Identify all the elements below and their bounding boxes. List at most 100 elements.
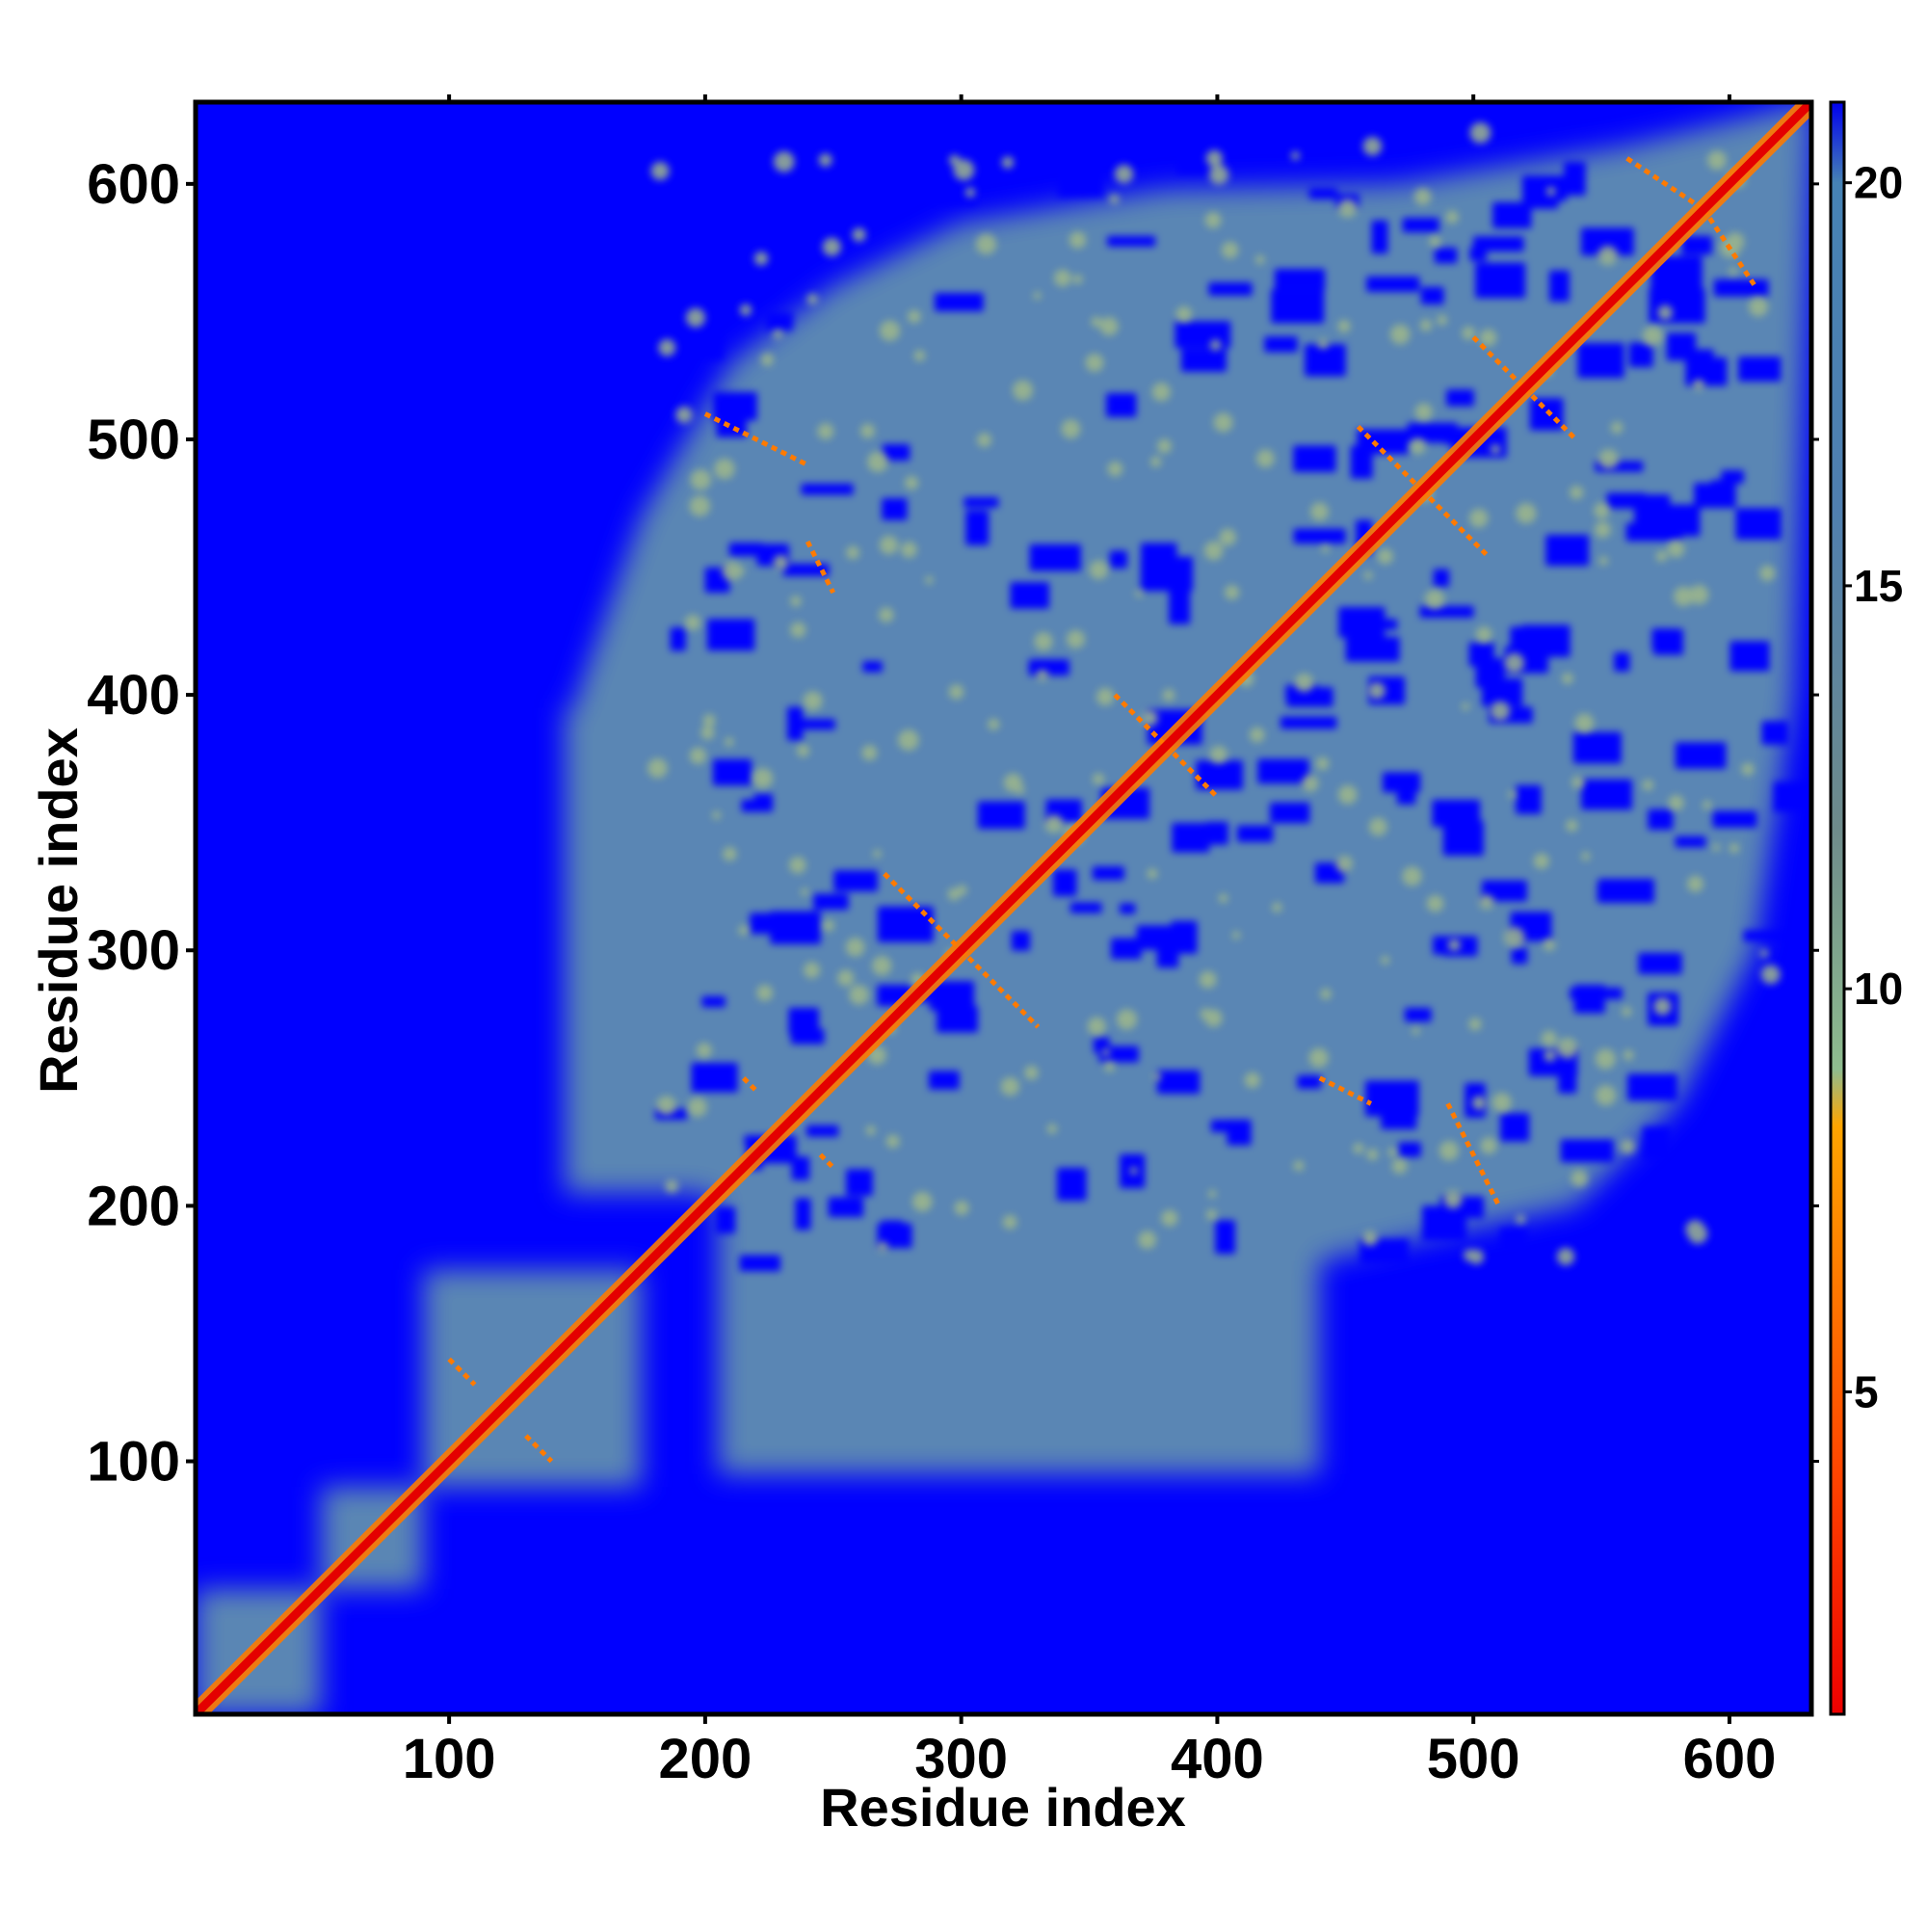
x-tick-label: 100 [403,1728,496,1790]
contact-hole [846,1169,873,1197]
colorbar: 5 10 15 20 [1811,100,1903,1716]
near-contact-patch [822,919,835,932]
contact-hole [1521,624,1571,657]
near-contact-patch [1546,186,1556,197]
near-contact-patch [1544,1049,1556,1062]
near-contact-patch [1034,632,1053,651]
near-contact-patch [684,614,701,631]
contact-hole [1156,946,1179,968]
near-contact-patch [1389,324,1411,345]
contact-hole [1057,163,1104,198]
near-contact-patch [1712,843,1721,852]
near-contact-patch [1066,629,1086,649]
near-contact-patch [773,150,795,172]
near-contact-patch [689,747,707,765]
contact-hole [728,543,763,557]
contact-hole [750,913,791,935]
near-contact-patch [1581,851,1591,861]
contact-hole [1710,479,1733,500]
near-contact-patch [790,622,806,638]
contact-arc [1318,1075,1372,1106]
contact-hole [739,1255,780,1272]
y-tick-label: 100 [87,1431,180,1494]
near-contact-patch [1135,589,1144,597]
near-contact-patches [647,121,1781,1266]
near-contact-patch [1085,353,1104,372]
contact-hole [1382,772,1421,793]
contact-hole [1747,1084,1784,1111]
near-contact-patch [1516,1214,1526,1225]
contact-hole [1107,235,1156,247]
near-contact-patch [904,475,919,490]
contact-hole [1595,461,1644,472]
near-contact-patch [1072,274,1083,284]
contact-hole [787,706,804,741]
near-contact-patch [790,595,802,607]
contact-hole [1570,988,1623,1000]
near-contact-patch [1668,794,1684,811]
near-contact-patch [732,565,745,577]
contact-hole [1180,348,1227,372]
contact-hole [670,627,686,651]
near-contact-patch [1219,528,1237,546]
near-contact-patch [1468,508,1489,528]
near-contact-patch [1207,1189,1217,1199]
near-contact-patch [689,495,711,516]
near-contact-patch [1503,926,1525,948]
contact-arc [1702,207,1757,288]
near-contact-patch [1610,421,1623,435]
near-contact-patch [1209,746,1228,764]
contact-hole [882,498,908,520]
near-contact-patch [1044,814,1064,834]
near-contact-patch [1429,235,1441,248]
near-contact-patch [1093,773,1105,785]
contact-hole [1237,825,1274,842]
contact-hole [1069,902,1102,913]
near-contact-patch [1653,997,1672,1016]
contact-hole [1773,1025,1811,1047]
contact-hole [813,893,849,911]
near-contact-patch [1116,1009,1138,1030]
contact-hole [1365,1080,1419,1117]
near-contact-patch [872,955,892,976]
contact-hole [1169,590,1191,624]
contact-hole [1172,823,1210,853]
contact-hole [1350,445,1373,479]
near-contact-patch [1443,1190,1463,1209]
near-contact-patch [849,985,869,1005]
near-contact-patch [1161,1209,1178,1227]
near-contact-patch [1598,556,1609,566]
contact-hole [1516,784,1542,814]
near-contact-patch [1741,762,1755,776]
contact-hole [1175,321,1231,349]
near-contact-patch [1657,304,1674,321]
contact-hole [1577,342,1624,379]
near-contact-patch [803,691,823,711]
contact-hole [1473,236,1524,251]
near-contact-patch [1491,1093,1512,1113]
contact-hole [1106,393,1137,417]
contact-hole [1627,1073,1677,1101]
contact-hole [1500,1113,1530,1142]
contact-hole [1564,161,1586,196]
contact-hole [1274,269,1326,290]
contact-hole [1345,636,1400,662]
contact-hole [1492,201,1532,228]
near-contact-patch [1138,1231,1157,1250]
near-contact-patch [1290,151,1300,161]
near-contact-patch [1141,709,1159,727]
near-contact-patch [964,187,976,198]
near-contact-patch [1504,652,1525,674]
near-contact-patch [1046,1124,1058,1134]
x-tick-label: 500 [1427,1728,1520,1790]
near-contact-patch [773,329,783,339]
near-contact-patch [1175,305,1193,323]
near-contact-patch [753,251,769,266]
near-contact-patch [949,154,961,166]
near-contact-patch [1200,1008,1212,1020]
contact-hole [1776,1009,1811,1024]
contact-hole [799,719,835,730]
contact-hole [1729,641,1770,672]
contact-arc [1625,156,1705,212]
contact-hole [1011,931,1030,951]
